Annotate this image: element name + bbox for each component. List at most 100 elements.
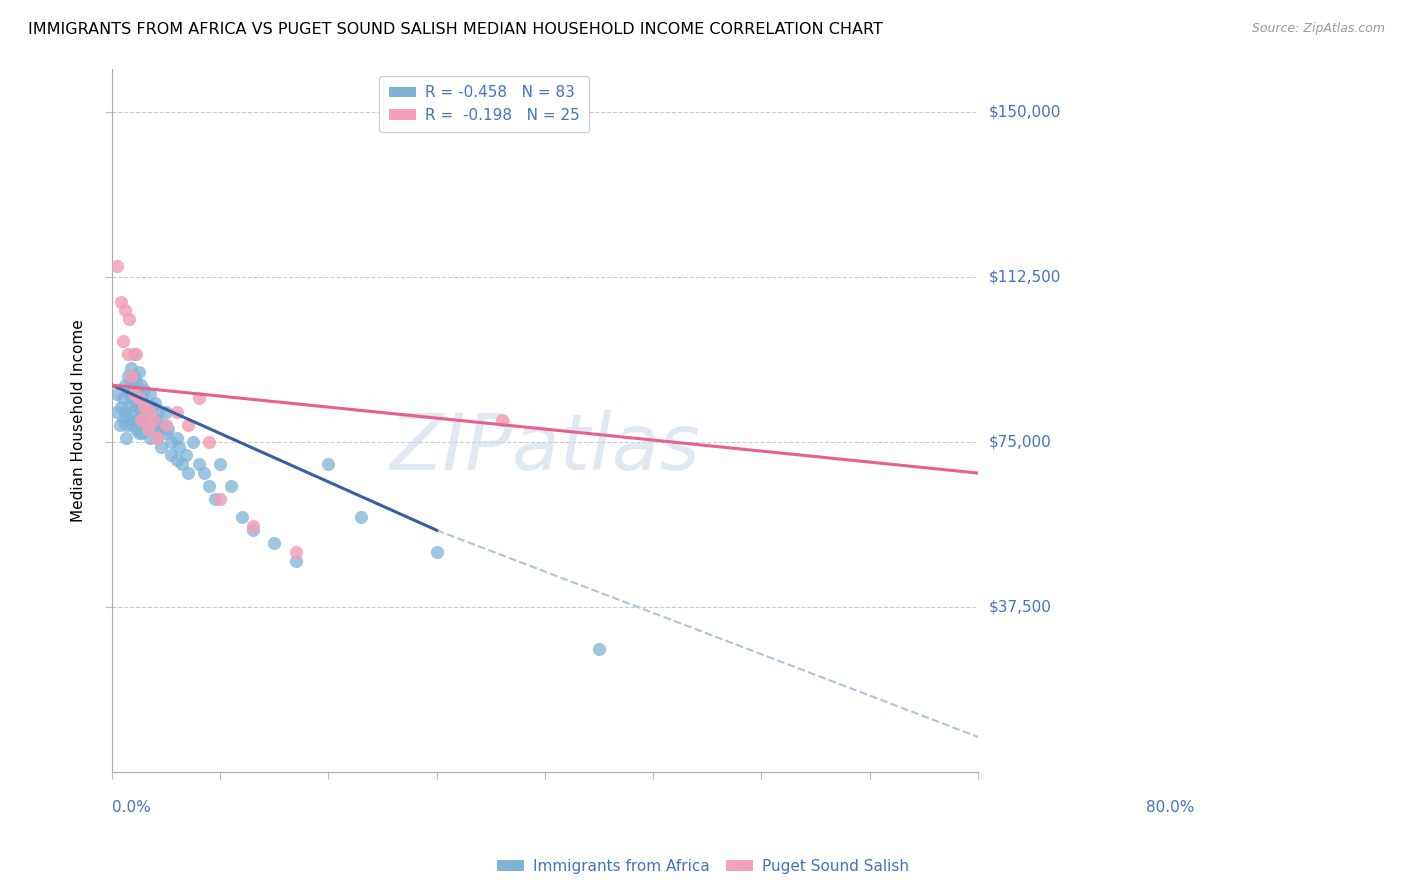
Text: $37,500: $37,500	[988, 599, 1052, 615]
Text: 80.0%: 80.0%	[1146, 800, 1195, 815]
Point	[134, 417, 156, 432]
Point	[155, 404, 177, 418]
Point	[157, 422, 180, 436]
Point	[139, 413, 162, 427]
Point	[125, 400, 148, 414]
Text: $75,000: $75,000	[988, 434, 1052, 450]
Point	[142, 413, 165, 427]
Point	[177, 466, 200, 480]
Point	[491, 413, 513, 427]
Point	[125, 347, 148, 361]
Point	[105, 404, 128, 418]
Point	[117, 347, 139, 361]
Point	[110, 400, 132, 414]
Point	[129, 413, 152, 427]
Point	[125, 413, 148, 427]
Text: $150,000: $150,000	[988, 105, 1062, 120]
Point	[242, 519, 264, 533]
Point	[242, 523, 264, 537]
Point	[426, 545, 449, 559]
Point	[204, 492, 226, 507]
Point	[131, 409, 153, 423]
Point	[105, 260, 128, 274]
Point	[187, 457, 209, 471]
Point	[143, 395, 166, 409]
Point	[114, 378, 136, 392]
Point	[160, 449, 183, 463]
Point	[318, 457, 340, 471]
Point	[134, 400, 156, 414]
Point	[135, 404, 157, 418]
Legend: R = -0.458   N = 83, R =  -0.198   N = 25: R = -0.458 N = 83, R = -0.198 N = 25	[380, 76, 589, 132]
Point	[120, 360, 142, 375]
Point	[149, 422, 172, 436]
Point	[125, 422, 148, 436]
Point	[177, 417, 200, 432]
Point	[131, 426, 153, 441]
Point	[143, 422, 166, 436]
Point	[136, 422, 159, 436]
Point	[139, 404, 162, 418]
Point	[118, 312, 141, 326]
Point	[117, 383, 139, 397]
Point	[146, 413, 169, 427]
Point	[263, 536, 285, 550]
Point	[166, 431, 188, 445]
Point	[142, 417, 165, 432]
Point	[122, 387, 145, 401]
Point	[120, 378, 142, 392]
Point	[350, 510, 373, 524]
Point	[141, 400, 163, 414]
Point	[110, 294, 132, 309]
Point	[125, 374, 148, 388]
Point	[155, 426, 177, 441]
Text: 0.0%: 0.0%	[112, 800, 150, 815]
Point	[128, 413, 150, 427]
Point	[105, 387, 128, 401]
Point	[209, 457, 232, 471]
Point	[114, 303, 136, 318]
Point	[128, 426, 150, 441]
Point	[118, 413, 141, 427]
Point	[128, 365, 150, 379]
Point	[209, 492, 232, 507]
Point	[231, 510, 253, 524]
Legend: Immigrants from Africa, Puget Sound Salish: Immigrants from Africa, Puget Sound Sali…	[491, 853, 915, 880]
Point	[160, 435, 183, 450]
Point	[117, 369, 139, 384]
Point	[131, 392, 153, 406]
Point	[167, 440, 190, 454]
Point	[111, 392, 134, 406]
Point	[120, 392, 142, 406]
Text: $112,500: $112,500	[988, 270, 1062, 285]
Point	[108, 417, 131, 432]
Point	[129, 413, 152, 427]
Point	[187, 392, 209, 406]
Point	[153, 417, 176, 432]
Point	[174, 449, 197, 463]
Point	[285, 554, 308, 568]
Point	[128, 400, 150, 414]
Point	[139, 431, 162, 445]
Point	[122, 387, 145, 401]
Point	[122, 369, 145, 384]
Point	[588, 642, 610, 657]
Point	[285, 545, 308, 559]
Point	[111, 413, 134, 427]
Point	[193, 466, 215, 480]
Point	[118, 387, 141, 401]
Point	[129, 395, 152, 409]
Point	[128, 392, 150, 406]
Point	[219, 479, 242, 493]
Point	[155, 417, 177, 432]
Point	[120, 404, 142, 418]
Point	[149, 440, 172, 454]
Point	[198, 479, 221, 493]
Point	[166, 404, 188, 418]
Point	[122, 347, 145, 361]
Point	[129, 378, 152, 392]
Point	[120, 417, 142, 432]
Point	[146, 431, 169, 445]
Point	[172, 457, 194, 471]
Point	[128, 387, 150, 401]
